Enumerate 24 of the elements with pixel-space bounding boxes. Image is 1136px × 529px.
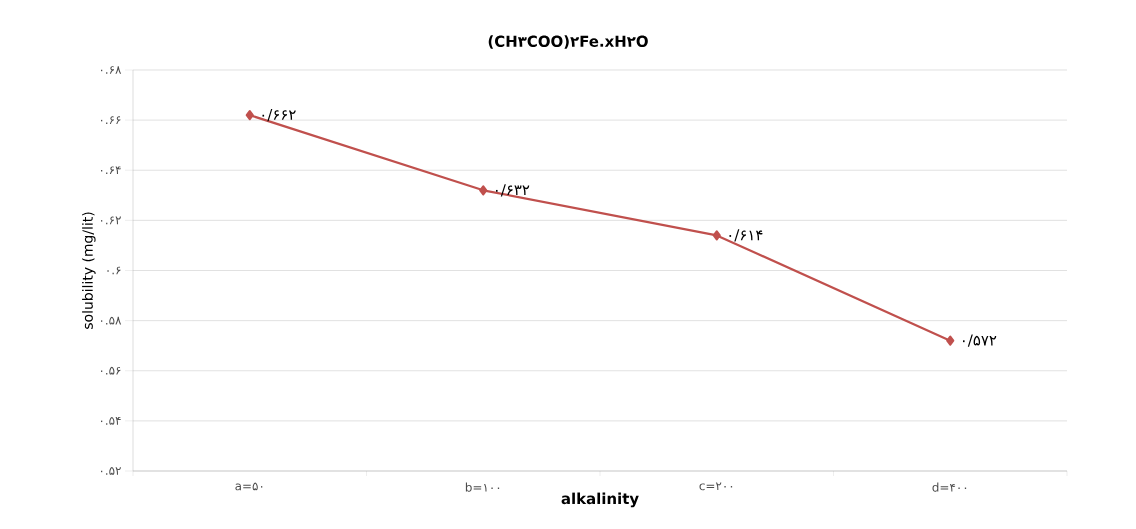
point <box>946 335 955 346</box>
x-tick-label: a=۵۰ <box>235 482 263 491</box>
chart-title: (CH۳COO)۲Fe.xH۲O <box>488 35 648 49</box>
data-label: ۰/۶۱۴ <box>729 229 763 242</box>
y-tick-label: ۰.۵۶ <box>100 366 121 375</box>
y-tick-label: ۰.۶۲ <box>100 216 121 225</box>
y-tick-label: ۰.۶۸ <box>100 66 122 74</box>
y-tick-label: ۰.۵۲ <box>100 467 121 475</box>
data-label: ۰/۶۳۲ <box>495 184 530 197</box>
data-label: ۰/۵۷۲ <box>962 334 997 347</box>
x-tick-label: d=۴۰۰ <box>932 482 967 492</box>
x-tick-label: b=۱۰۰ <box>465 482 500 492</box>
point <box>712 230 721 241</box>
y-tick-label: ۰.۶ <box>107 266 121 275</box>
data-label: ۰/۶۶۲ <box>262 108 296 122</box>
y-axis-title: solubility (mg/lit) <box>82 212 96 329</box>
point <box>479 185 488 196</box>
y-tick-label: ۰.۵۴ <box>100 417 121 425</box>
y-tick-label: ۰.۵۸ <box>100 316 122 325</box>
point <box>245 110 254 121</box>
y-tick-label: ۰.۶۶ <box>100 116 121 124</box>
x-tick-label: c=۲۰۰ <box>699 482 733 491</box>
y-tick-label: ۰.۶۴ <box>100 166 121 175</box>
x-axis-title: alkalinity <box>561 492 639 508</box>
